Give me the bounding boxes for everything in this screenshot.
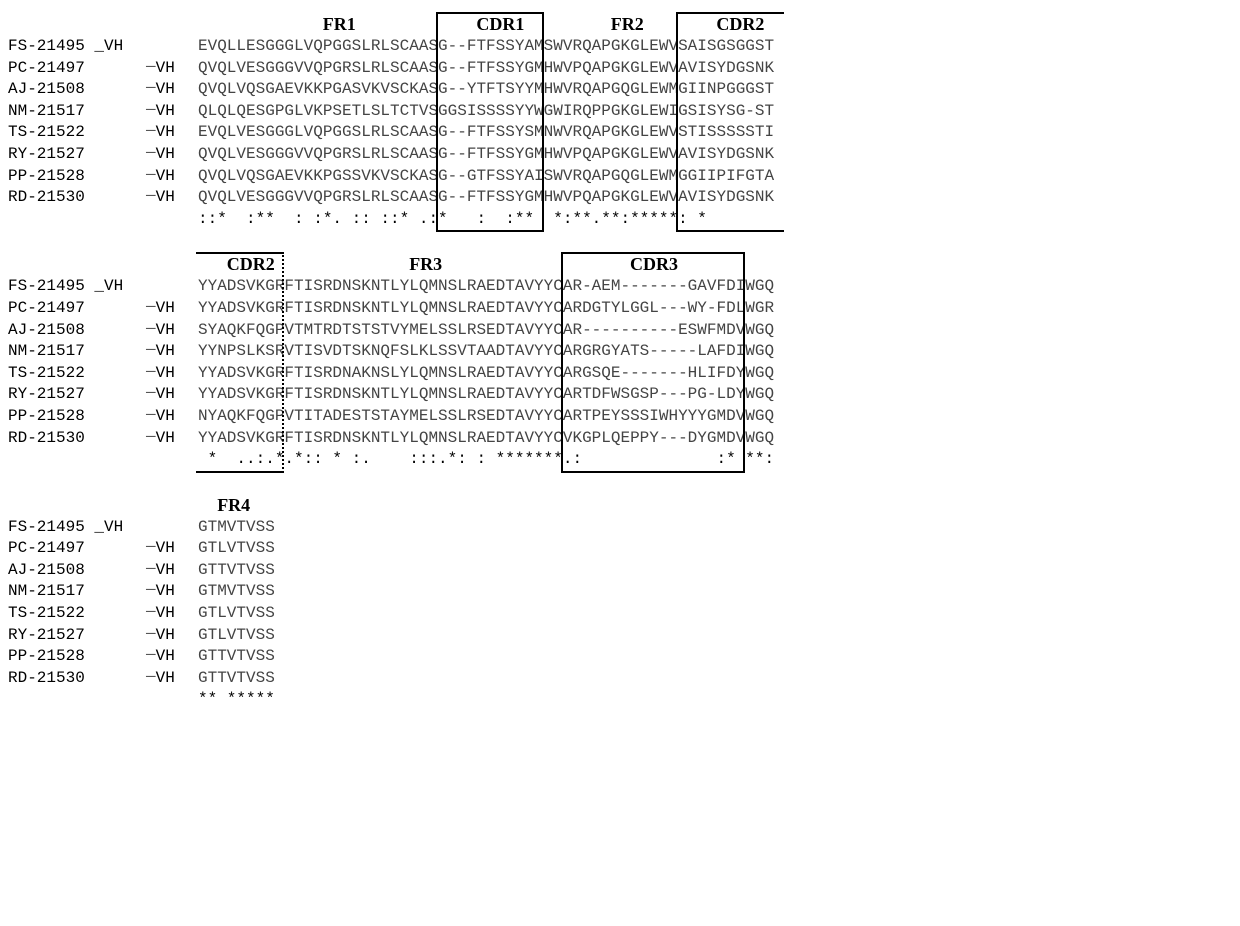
sequence-id-label: RD-21530‾VH	[8, 187, 198, 209]
sequence-text: GTTVTVSS	[198, 646, 275, 668]
region-label: CDR3	[630, 252, 678, 276]
region-label: CDR2	[716, 12, 764, 36]
sequence-id-label: PC-21497‾VH	[8, 538, 198, 560]
sequence-id-label: PP-21528‾VH	[8, 166, 198, 188]
sequence-text: GTTVTVSS	[198, 668, 275, 690]
region-label: FR4	[217, 493, 250, 517]
alignment-row: NM-21517‾VHQLQLQESGPGLVKPSETLSLTCTVSGGSI…	[8, 101, 1232, 123]
sequence-id-label: NM-21517‾VH	[8, 581, 198, 603]
consensus-row: * ..:.*.*:: * :. :::.*: : *******.: :* *…	[8, 449, 1232, 471]
sequence-id-label: NM-21517‾VH	[8, 101, 198, 123]
sequence-text: YYADSVKGRFTISRDNAKNSLYLQMNSLRAEDTAVYYCAR…	[198, 363, 774, 385]
alignment-row: AJ-21508‾VHSYAQKFQGPVTMTRDTSTSTVYMELSSLR…	[8, 320, 1232, 342]
alignment-figure: FR1CDR1FR2CDR2FS-21495 _VHEVQLLESGGGLVQP…	[8, 12, 1232, 711]
alignment-row: NM-21517‾VHGTMVTVSS	[8, 581, 1232, 603]
sequence-id-label: RY-21527‾VH	[8, 625, 198, 647]
alignment-row: PC-21497‾VHGTLVTVSS	[8, 538, 1232, 560]
alignment-row: FS-21495 _VHEVQLLESGGGLVQPGGSLRLSCAASG--…	[8, 36, 1232, 58]
region-label: CDR2	[227, 252, 275, 276]
alignment-row: PP-21528‾VHQVQLVQSGAEVKKPGSSVKVSCKASG--G…	[8, 166, 1232, 188]
alignment-row: PC-21497‾VHQVQLVESGGGVVQPGRSLRLSCAASG--F…	[8, 58, 1232, 80]
consensus-row: ::* :** : :*. :: ::* .:* : :** *:**.**:*…	[8, 209, 1232, 231]
sequence-text: EVQLLESGGGLVQPGGSLRLSCAASG--FTFSSYAMSWVR…	[198, 36, 774, 58]
sequence-id-label: PP-21528‾VH	[8, 406, 198, 428]
sequence-text: NYAQKFQGPVTITADESTSTAYMELSSLRSEDTAVYYCAR…	[198, 406, 774, 428]
sequence-text: YYADSVKGRFTISRDNSKNTLYLQMNSLRAEDTAVYYCVK…	[198, 428, 774, 450]
alignment-row: RD-21530‾VHQVQLVESGGGVVQPGRSLRLSCAASG--F…	[8, 187, 1232, 209]
sequence-text: QVQLVQSGAEVKKPGASVKVSCKASG--YTFTSYYMHWVR…	[198, 79, 774, 101]
consensus-text: ::* :** : :*. :: ::* .:* : :** *:**.**:*…	[198, 209, 774, 231]
region-label: CDR1	[476, 12, 524, 36]
alignment-row: NM-21517‾VHYYNPSLKSRVTISVDTSKNQFSLKLSSVT…	[8, 341, 1232, 363]
region-header-row: FR1 CDR1 FR2 CDR2	[8, 12, 1232, 36]
sequence-text: YYNPSLKSRVTISVDTSKNQFSLKLSSVTAADTAVYYCAR…	[198, 341, 774, 363]
sequence-id-label: NM-21517‾VH	[8, 341, 198, 363]
alignment-block: CDR2FR3CDR3FS-21495 _VHYYADSVKGRFTISRDNS…	[8, 252, 1232, 470]
alignment-row: TS-21522‾VHEVQLVESGGGLVQPGGSLRLSCAASG--F…	[8, 122, 1232, 144]
sequence-id-label: AJ-21508‾VH	[8, 560, 198, 582]
sequence-id-label: FS-21495 _VH	[8, 276, 198, 298]
alignment-row: RD-21530‾VHGTTVTVSS	[8, 668, 1232, 690]
sequence-text: GTMVTVSS	[198, 517, 275, 539]
sequence-text: QLQLQESGPGLVKPSETLSLTCTVSGGSISSSSYYWGWIR…	[198, 101, 774, 123]
sequence-id-label: TS-21522‾VH	[8, 363, 198, 385]
alignment-row: RD-21530‾VHYYADSVKGRFTISRDNSKNTLYLQMNSLR…	[8, 428, 1232, 450]
alignment-block: FR4FS-21495 _VHGTMVTVSSPC-21497‾VHGTLVTV…	[8, 493, 1232, 711]
consensus-row: ** *****	[8, 689, 1232, 711]
region-header-row: CDR2 FR3 CDR3	[8, 252, 1232, 276]
sequence-text: QVQLVESGGGVVQPGRSLRLSCAASG--FTFSSYGMHWVP…	[198, 58, 774, 80]
alignment-row: PP-21528‾VHNYAQKFQGPVTITADESTSTAYMELSSLR…	[8, 406, 1232, 428]
sequence-id-label: FS-21495 _VH	[8, 517, 198, 539]
alignment-row: FS-21495 _VHYYADSVKGRFTISRDNSKNTLYLQMNSL…	[8, 276, 1232, 298]
alignment-row: TS-21522‾VHYYADSVKGRFTISRDNAKNSLYLQMNSLR…	[8, 363, 1232, 385]
sequence-id-label: TS-21522‾VH	[8, 603, 198, 625]
sequence-id-label: PP-21528‾VH	[8, 646, 198, 668]
sequence-text: QVQLVESGGGVVQPGRSLRLSCAASG--FTFSSYGMHWVP…	[198, 187, 774, 209]
sequence-id-label: TS-21522‾VH	[8, 122, 198, 144]
sequence-id-label: AJ-21508‾VH	[8, 320, 198, 342]
region-label: FR2	[611, 12, 644, 36]
alignment-row: PP-21528‾VHGTTVTVSS	[8, 646, 1232, 668]
sequence-id-label: RY-21527‾VH	[8, 144, 198, 166]
sequence-id-label: RY-21527‾VH	[8, 384, 198, 406]
sequence-text: YYADSVKGRFTISRDNSKNTLYLQMNSLRAEDTAVYYCAR…	[198, 384, 774, 406]
alignment-row: PC-21497‾VHYYADSVKGRFTISRDNSKNTLYLQMNSLR…	[8, 298, 1232, 320]
sequence-text: GTLVTVSS	[198, 603, 275, 625]
region-label: FR1	[323, 12, 356, 36]
alignment-row: RY-21527‾VHGTLVTVSS	[8, 625, 1232, 647]
region-label: FR3	[409, 252, 442, 276]
region-header-row: FR4	[8, 493, 1232, 517]
consensus-text: * ..:.*.*:: * :. :::.*: : *******.: :* *…	[198, 449, 774, 471]
alignment-row: AJ-21508‾VHQVQLVQSGAEVKKPGASVKVSCKASG--Y…	[8, 79, 1232, 101]
sequence-id-label: RD-21530‾VH	[8, 668, 198, 690]
sequence-id-label: PC-21497‾VH	[8, 298, 198, 320]
sequence-text: YYADSVKGRFTISRDNSKNTLYLQMNSLRAEDTAVYYCAR…	[198, 298, 774, 320]
consensus-text: ** *****	[198, 689, 275, 711]
sequence-text: GTLVTVSS	[198, 538, 275, 560]
sequence-text: GTTVTVSS	[198, 560, 275, 582]
sequence-id-label: FS-21495 _VH	[8, 36, 198, 58]
alignment-row: RY-21527‾VHQVQLVESGGGVVQPGRSLRLSCAASG--F…	[8, 144, 1232, 166]
alignment-row: RY-21527‾VHYYADSVKGRFTISRDNSKNTLYLQMNSLR…	[8, 384, 1232, 406]
sequence-text: GTLVTVSS	[198, 625, 275, 647]
sequence-text: QVQLVQSGAEVKKPGSSVKVSCKASG--GTFSSYAISWVR…	[198, 166, 774, 188]
alignment-row: AJ-21508‾VHGTTVTVSS	[8, 560, 1232, 582]
alignment-row: FS-21495 _VHGTMVTVSS	[8, 517, 1232, 539]
alignment-row: TS-21522‾VHGTLVTVSS	[8, 603, 1232, 625]
sequence-text: QVQLVESGGGVVQPGRSLRLSCAASG--FTFSSYGMHWVP…	[198, 144, 774, 166]
sequence-text: GTMVTVSS	[198, 581, 275, 603]
sequence-id-label: PC-21497‾VH	[8, 58, 198, 80]
sequence-text: SYAQKFQGPVTMTRDTSTSTVYMELSSLRSEDTAVYYCAR…	[198, 320, 774, 342]
sequence-text: YYADSVKGRFTISRDNSKNTLYLQMNSLRAEDTAVYYCAR…	[198, 276, 774, 298]
sequence-id-label: RD-21530‾VH	[8, 428, 198, 450]
sequence-text: EVQLVESGGGLVQPGGSLRLSCAASG--FTFSSYSMNWVR…	[198, 122, 774, 144]
sequence-id-label: AJ-21508‾VH	[8, 79, 198, 101]
alignment-block: FR1CDR1FR2CDR2FS-21495 _VHEVQLLESGGGLVQP…	[8, 12, 1232, 230]
